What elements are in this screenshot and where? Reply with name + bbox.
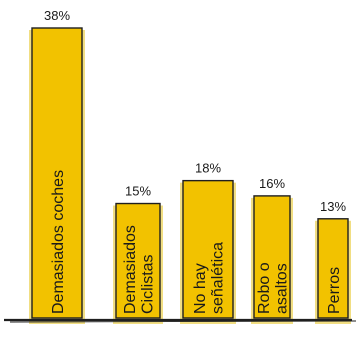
value-label: 38%: [44, 8, 70, 23]
category-label-line: Robo o: [256, 262, 273, 314]
category-label: Perros: [326, 267, 343, 314]
category-label: Demasiados coches: [50, 170, 67, 314]
value-label: 16%: [259, 176, 285, 191]
value-labels-group: 38% 15% 18% 16% 13%: [44, 8, 346, 214]
bar: [317, 218, 349, 319]
category-label-line: señalética: [209, 242, 226, 314]
value-label: 13%: [320, 199, 346, 214]
category-label: Demasiados Ciclistas: [122, 225, 156, 314]
bar: [31, 27, 83, 319]
category-label: No hay señalética: [192, 242, 226, 314]
bar: [182, 179, 234, 319]
category-label-line: Demasiados coches: [50, 170, 67, 314]
bar: [253, 195, 291, 319]
category-label-line: asaltos: [273, 263, 290, 314]
category-label-line: Perros: [326, 267, 343, 314]
category-label-line: Ciclistas: [139, 254, 156, 314]
bar-labels-group: Demasiados coches Demasiados Ciclistas No h…: [50, 170, 343, 314]
bar: [115, 202, 161, 319]
bars-group: [29, 27, 351, 324]
category-label-line: No hay: [192, 263, 209, 314]
category-label-line: Demasiados: [122, 225, 139, 314]
value-label: 18%: [195, 161, 221, 176]
category-label: Robo o asaltos: [256, 262, 290, 314]
baseline-axis-sketch: [9, 320, 357, 323]
value-label: 15%: [125, 184, 151, 199]
